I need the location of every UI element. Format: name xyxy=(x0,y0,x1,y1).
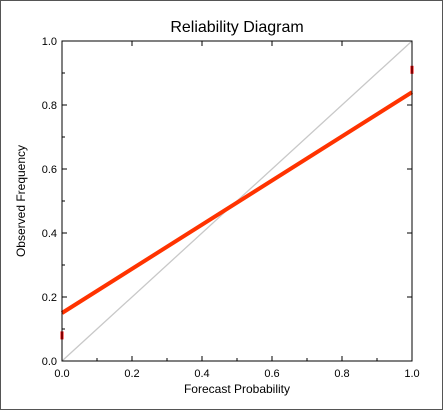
y-tick-label: 0.0 xyxy=(42,356,57,368)
y-tick-label: 0.4 xyxy=(42,228,57,240)
y-tick-label: 0.6 xyxy=(42,164,57,176)
x-tick-label: 0.8 xyxy=(334,368,349,380)
x-tick-label: 0.0 xyxy=(54,368,69,380)
y-axis-label: Observed Frequency xyxy=(14,145,28,257)
ticks-layer: 0.0 0.2 0.4 0.6 0.8 1.0 0.0 0.2 0.4 0.6 0.8 1.0 xyxy=(42,36,420,380)
x-tick-label: 0.6 xyxy=(264,368,279,380)
y-tick-label: 1.0 xyxy=(42,36,57,48)
chart-title: Reliability Diagram xyxy=(170,19,303,36)
series-layer xyxy=(60,40,414,362)
reliability-fit-line xyxy=(60,90,414,315)
y-tick-label: 0.8 xyxy=(42,100,57,112)
x-tick-label: 0.4 xyxy=(194,368,209,380)
x-axis-label: Forecast Probability xyxy=(184,382,290,396)
x-tick-label: 1.0 xyxy=(404,368,419,380)
x-tick-label: 0.2 xyxy=(124,368,139,380)
y-tick-label: 0.2 xyxy=(42,292,57,304)
